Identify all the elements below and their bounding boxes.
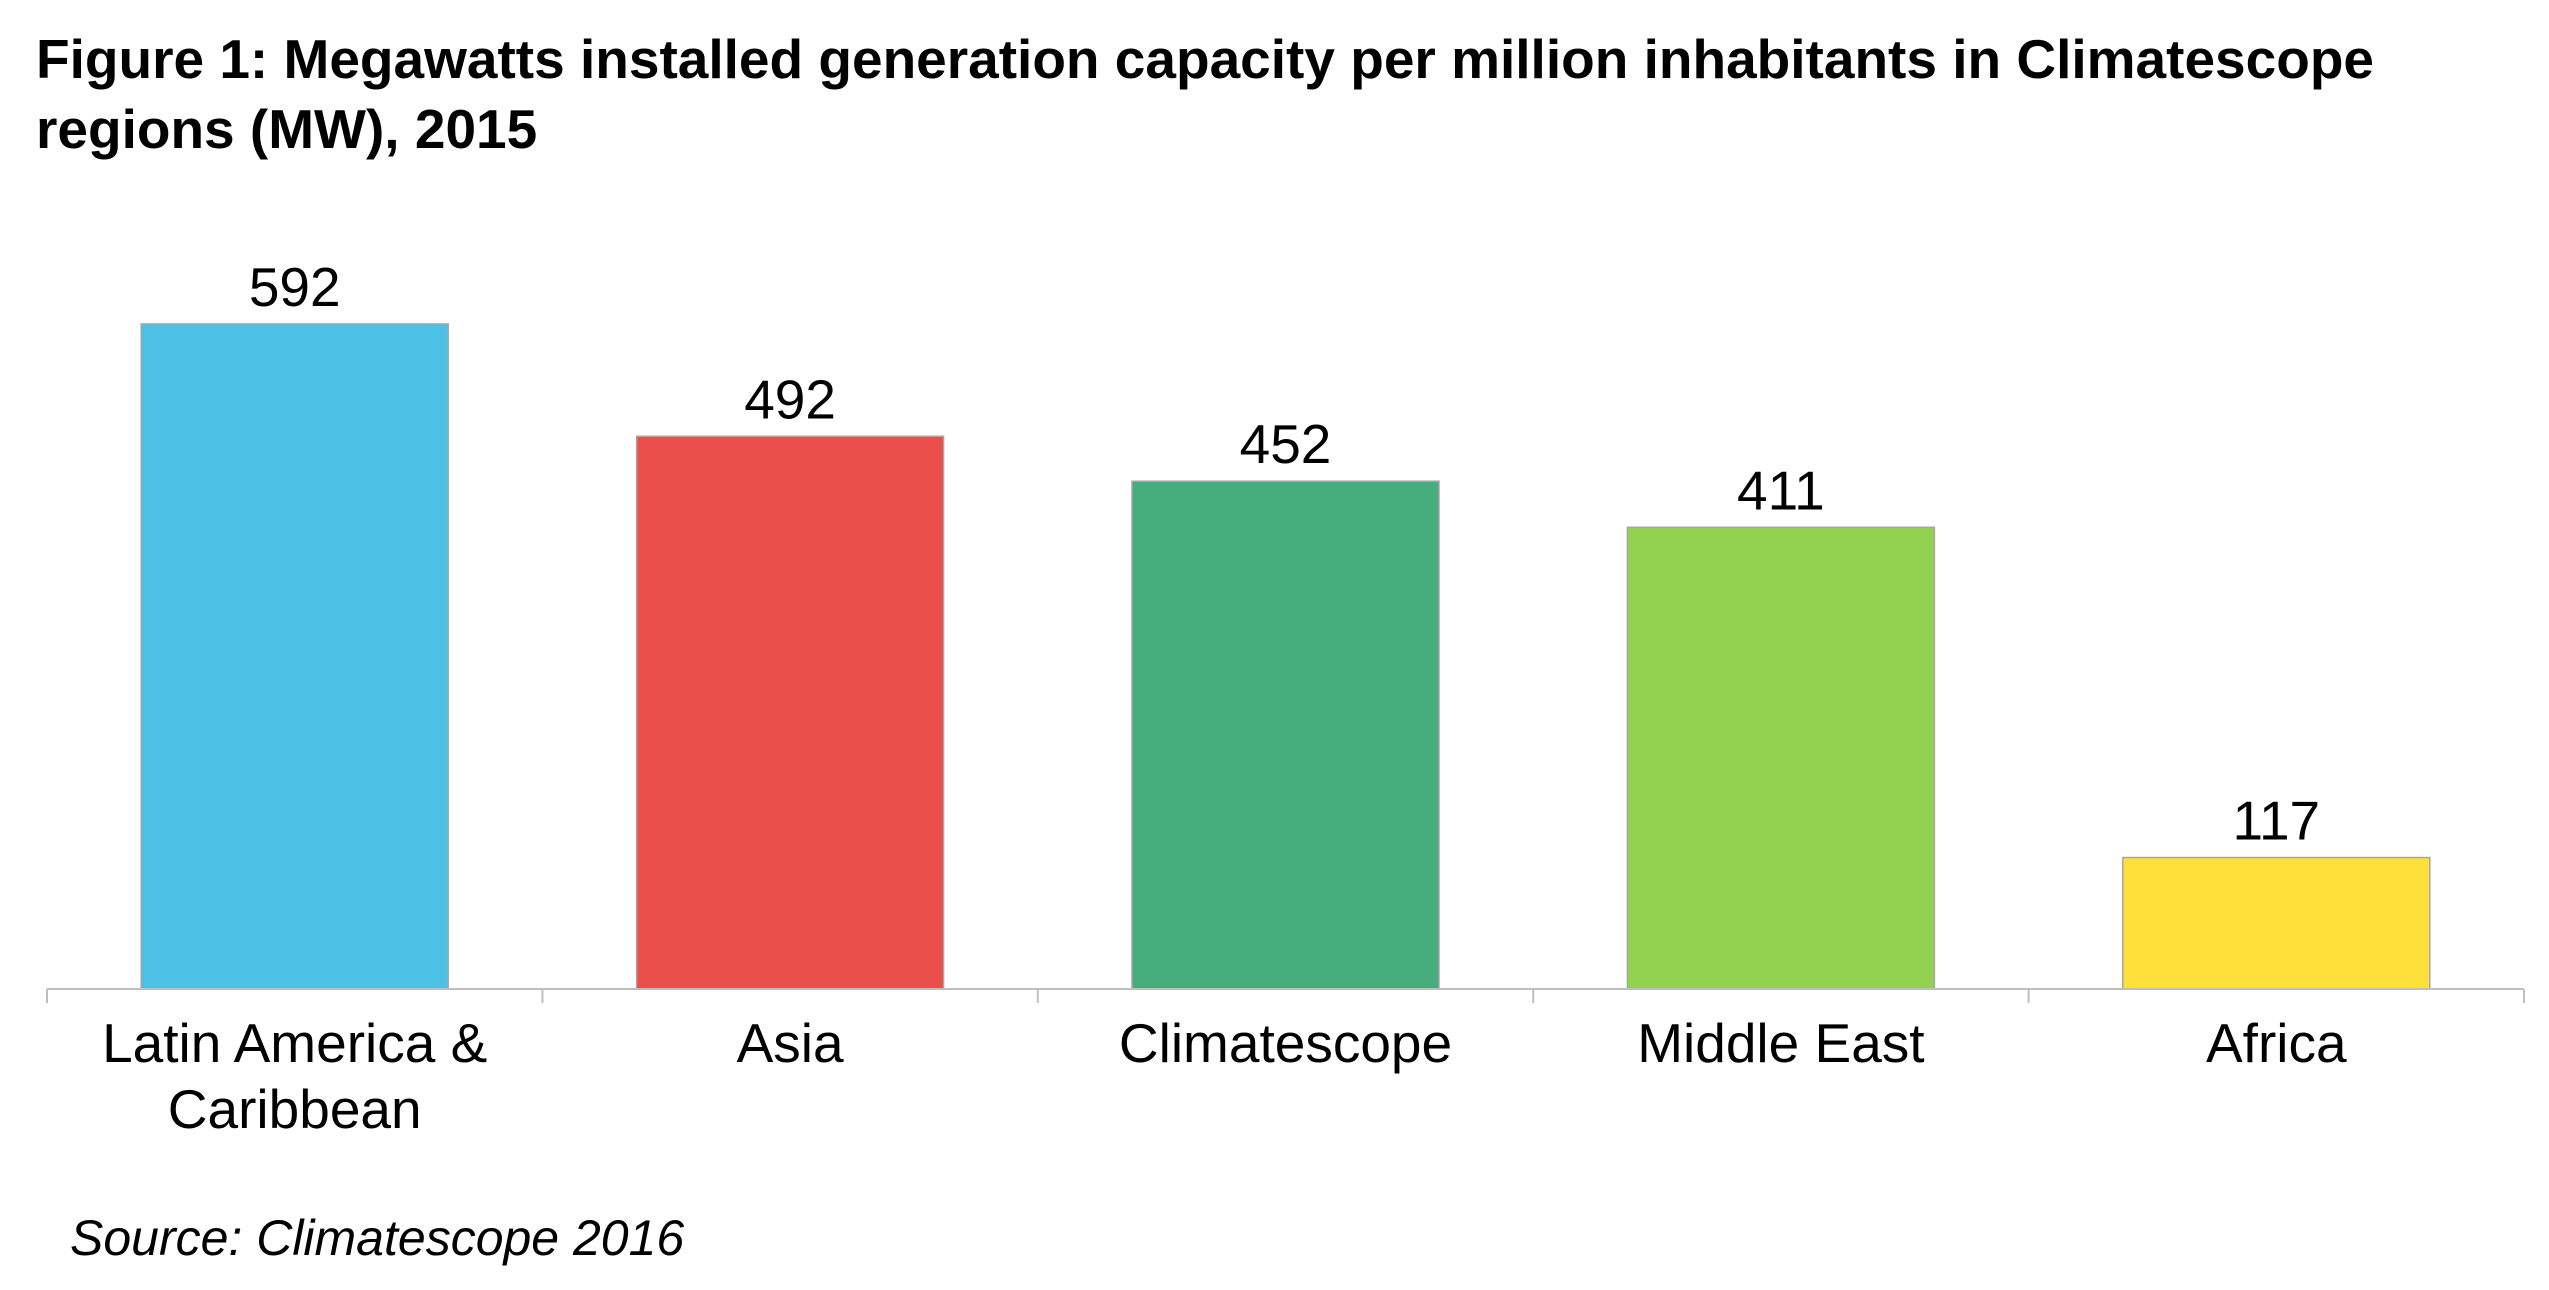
data-label: 592 <box>249 256 341 318</box>
data-label: 411 <box>1737 459 1825 521</box>
data-label: 117 <box>2232 790 2320 852</box>
bars-layer <box>140 323 2431 990</box>
category-label: Asia <box>737 1012 844 1074</box>
source-note: Source: Climatescope 2016 <box>70 1210 685 1266</box>
category-label: Latin America & Caribbean <box>102 1012 487 1140</box>
bar <box>1626 526 1936 990</box>
x-axis <box>46 988 2525 1003</box>
category-label: Africa <box>2206 1012 2347 1074</box>
category-label: Middle East <box>1637 1012 1924 1074</box>
bar <box>140 323 449 990</box>
category-label: Climatescope <box>1119 1012 1452 1074</box>
bar <box>635 435 945 990</box>
data-label: 492 <box>744 368 836 430</box>
labels-layer: 592 Latin America & Caribbean 492 Asia 452 Cli… <box>102 256 2347 1140</box>
data-label: 452 <box>1240 413 1332 475</box>
chart-title: Figure 1: Megawatts installed generation… <box>36 28 2375 160</box>
bar-chart: 592 Latin America & Caribbean 492 Asia 452 Cli… <box>46 256 2525 1140</box>
bar <box>1131 480 1440 990</box>
bar <box>2122 856 2431 990</box>
